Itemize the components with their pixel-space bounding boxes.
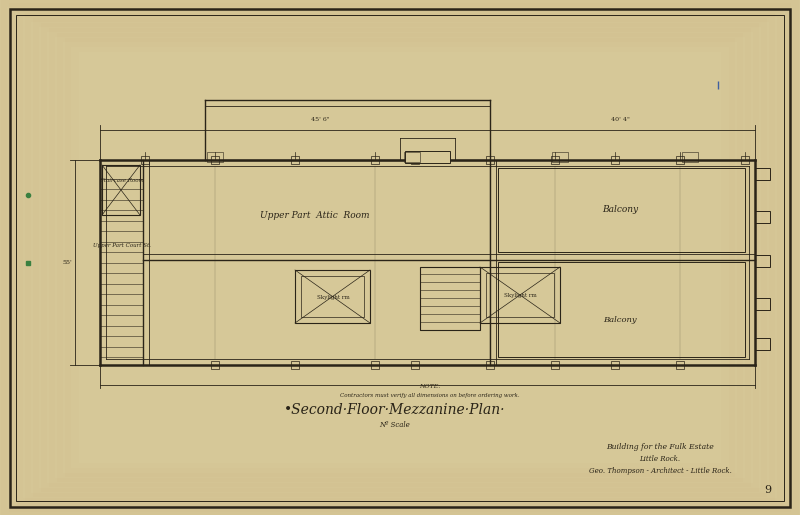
Bar — [676, 156, 684, 164]
Text: 40' 4": 40' 4" — [610, 117, 630, 122]
Text: Upper Part  Attic  Room: Upper Part Attic Room — [260, 211, 370, 219]
Bar — [301, 276, 364, 317]
Text: Skylight rm: Skylight rm — [504, 293, 536, 298]
Bar — [486, 273, 554, 317]
Text: 9: 9 — [765, 485, 771, 495]
Bar — [48, 30, 752, 485]
Bar — [141, 156, 149, 164]
Bar — [211, 361, 219, 369]
Bar — [498, 262, 745, 357]
Text: 45' 6": 45' 6" — [310, 117, 330, 122]
Text: Little Rock.: Little Rock. — [639, 455, 681, 463]
Text: NOTE:: NOTE: — [419, 385, 441, 389]
Bar — [551, 361, 559, 369]
Bar — [755, 255, 770, 267]
Bar — [291, 361, 299, 369]
Bar — [411, 361, 419, 369]
Bar — [755, 298, 770, 310]
Bar — [480, 267, 560, 323]
Text: 55': 55' — [62, 261, 72, 266]
Bar — [682, 152, 698, 162]
Text: Contractors must verify all dimensions on before ordering work.: Contractors must verify all dimensions o… — [340, 392, 520, 398]
Bar — [291, 156, 299, 164]
Bar — [676, 361, 684, 369]
Bar — [755, 338, 770, 350]
Bar — [207, 152, 223, 162]
Bar — [411, 156, 419, 164]
Bar — [611, 361, 619, 369]
Bar — [755, 168, 770, 180]
Bar — [72, 45, 728, 470]
Bar — [552, 152, 568, 162]
Bar — [295, 270, 370, 323]
Bar — [371, 156, 379, 164]
Bar — [404, 152, 420, 162]
Bar — [741, 156, 749, 164]
Bar — [486, 361, 494, 369]
Text: Skylight rm: Skylight rm — [317, 295, 350, 300]
Bar — [64, 40, 736, 475]
Text: Building for the Fulk Estate: Building for the Fulk Estate — [606, 443, 714, 451]
Bar — [211, 156, 219, 164]
Bar — [498, 168, 745, 252]
Bar — [102, 165, 140, 215]
Text: Staircase Room: Staircase Room — [100, 178, 144, 182]
Bar — [405, 151, 450, 163]
Bar — [420, 267, 480, 330]
Bar — [611, 156, 619, 164]
Text: Nº Scale: Nº Scale — [380, 421, 410, 429]
Text: Balcony: Balcony — [602, 205, 638, 215]
Text: Balcony: Balcony — [603, 316, 637, 324]
Bar — [755, 211, 770, 223]
Bar — [486, 156, 494, 164]
Text: •Second·Floor·Mezzanine·Plan·: •Second·Floor·Mezzanine·Plan· — [284, 403, 506, 417]
Bar — [371, 361, 379, 369]
Bar — [56, 35, 744, 480]
Bar — [551, 156, 559, 164]
Text: Upper Part Court St.: Upper Part Court St. — [93, 243, 151, 248]
Text: Geo. Thompson - Architect - Little Rock.: Geo. Thompson - Architect - Little Rock. — [589, 467, 731, 475]
